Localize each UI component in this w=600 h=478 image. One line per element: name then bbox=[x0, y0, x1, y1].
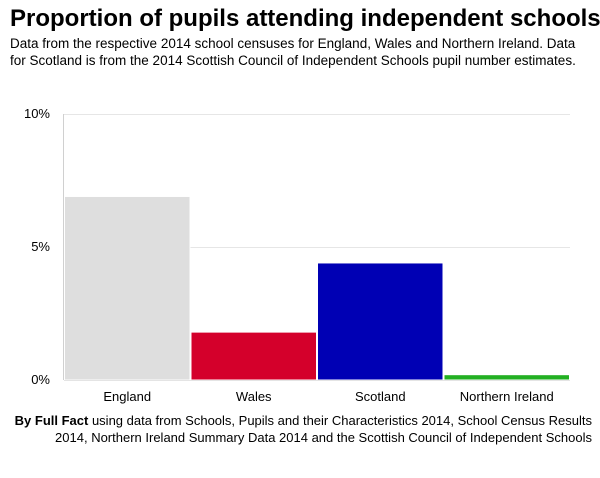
source-text: using data from Schools, Pupils and thei… bbox=[55, 413, 592, 445]
y-tick-label: 5% bbox=[31, 239, 50, 254]
bars bbox=[64, 195, 570, 381]
y-tick-label: 10% bbox=[24, 106, 50, 121]
bar-england bbox=[64, 195, 191, 381]
x-tick-label: Wales bbox=[236, 389, 272, 404]
y-tick-labels: 10% 5% 0% bbox=[24, 106, 50, 387]
x-tick-labels: England Wales Scotland Northern Ireland bbox=[103, 389, 553, 404]
chart-title: Proportion of pupils attending independe… bbox=[10, 5, 600, 32]
bar-northern-ireland bbox=[443, 374, 570, 381]
bar-scotland bbox=[317, 262, 444, 381]
x-tick-label: Northern Ireland bbox=[460, 389, 554, 404]
y-tick-label: 0% bbox=[31, 372, 50, 387]
x-tick-label: Scotland bbox=[355, 389, 406, 404]
bar-wales bbox=[190, 331, 317, 381]
x-tick-label: England bbox=[103, 389, 151, 404]
chart-subtitle: Data from the respective 2014 school cen… bbox=[10, 36, 576, 68]
source-note: By Full Fact using data from Schools, Pu… bbox=[12, 412, 592, 446]
source-author: By Full Fact bbox=[14, 413, 89, 428]
